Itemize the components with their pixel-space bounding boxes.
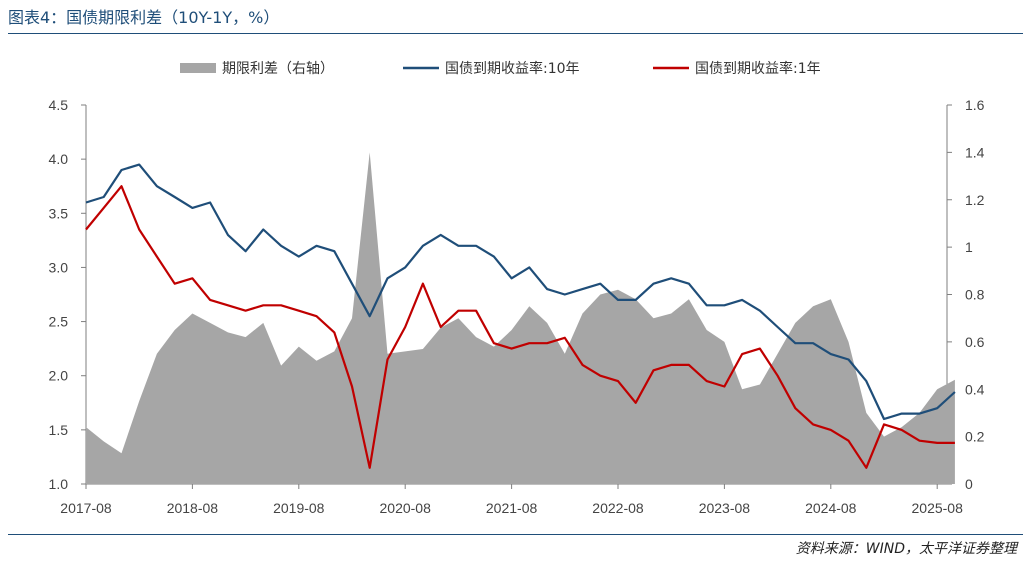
right-tick-label: 0.6 <box>965 334 985 350</box>
x-tick-label: 2024-08 <box>805 500 857 516</box>
x-tick-label: 2021-08 <box>486 500 538 516</box>
legend-swatch-spread <box>180 63 216 73</box>
left-tick-label: 1.0 <box>49 476 69 492</box>
left-tick-label: 1.5 <box>49 422 69 438</box>
yield-10y-line <box>85 163 956 421</box>
x-tick-label: 2023-08 <box>699 500 751 516</box>
right-tick-label: 0.8 <box>965 287 985 303</box>
legend-label-1y: 国债到期收益率:1年 <box>695 60 821 77</box>
source-note: 资料来源：WIND，太平洋证券整理 <box>795 541 1017 557</box>
right-tick-label: 0 <box>965 476 973 492</box>
left-tick-label: 2.5 <box>49 314 69 330</box>
x-tick-label: 2018-08 <box>167 500 219 516</box>
right-tick-label: 0.4 <box>965 381 985 397</box>
right-tick-label: 1.2 <box>965 192 985 208</box>
left-tick-label: 4.0 <box>49 151 69 167</box>
left-tick-label: 2.0 <box>49 368 69 384</box>
spread-area <box>86 152 955 484</box>
x-tick-label: 2020-08 <box>380 500 432 516</box>
x-tick-label: 2017-08 <box>60 500 112 516</box>
yield-1y-line <box>85 185 955 469</box>
x-tick-label: 2019-08 <box>273 500 325 516</box>
title-divider <box>8 33 1023 34</box>
legend-label-spread: 期限利差（右轴） <box>222 61 334 77</box>
right-tick-label: 1.6 <box>965 97 985 113</box>
x-tick-label: 2022-08 <box>592 500 644 516</box>
left-tick-label: 4.5 <box>49 97 69 113</box>
x-tick-label: 2025-08 <box>912 500 964 516</box>
source-divider <box>8 534 1023 535</box>
left-tick-label: 3.0 <box>49 259 69 275</box>
chart-title: 图表4：国债期限利差（10Y-1Y，%） <box>8 8 280 27</box>
left-tick-label: 3.5 <box>49 205 69 221</box>
legend-label-10y: 国债到期收益率:10年 <box>445 60 580 77</box>
right-tick-label: 0.2 <box>965 429 985 445</box>
right-tick-label: 1 <box>965 239 973 255</box>
right-tick-label: 1.4 <box>965 144 985 160</box>
